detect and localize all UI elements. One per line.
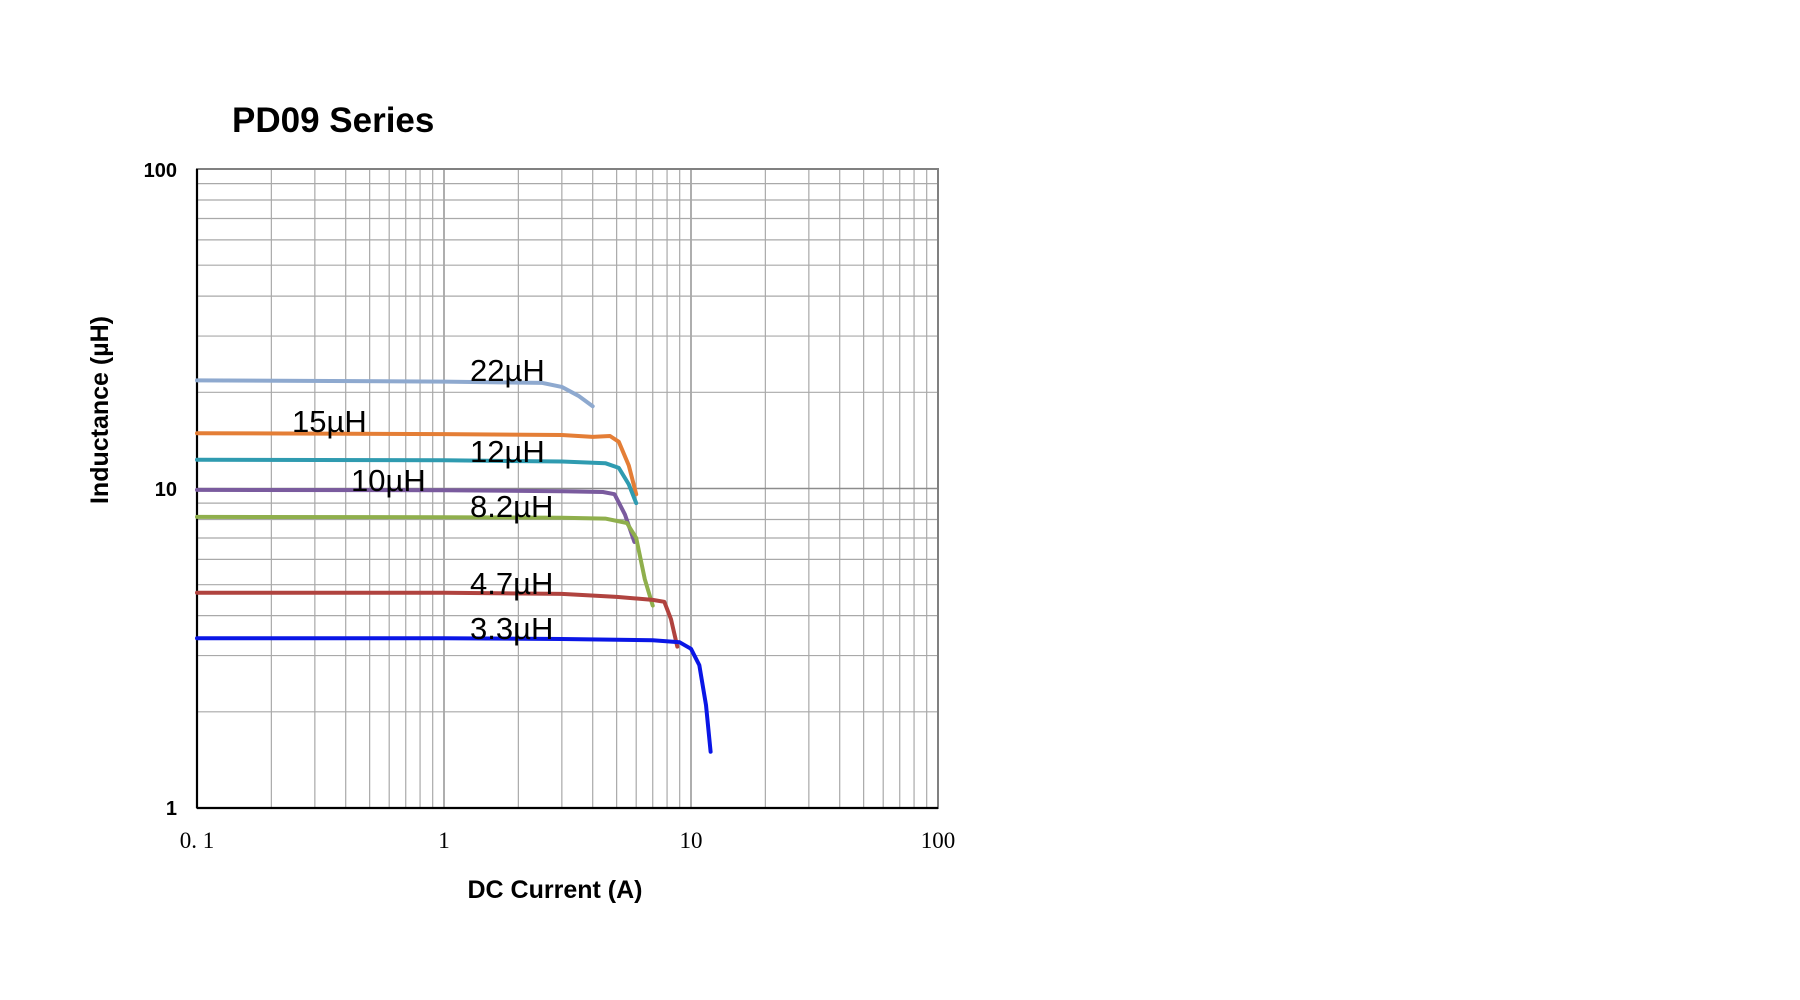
series-label: 15µH: [292, 404, 367, 439]
series-label: 10µH: [351, 463, 426, 498]
y-tick-labels: 1 10 100: [144, 160, 177, 820]
y-tick-label: 1: [166, 798, 177, 820]
series-line-2: [195, 457, 639, 506]
x-tick-label: 0. 1: [180, 828, 215, 853]
series-label: 8.2µH: [470, 489, 553, 524]
series-line-3: [195, 487, 637, 544]
x-tick-label: 100: [921, 828, 956, 853]
series-line-1: [195, 431, 639, 497]
series-line-0: [195, 378, 595, 409]
y-axis-label: Inductance (µH): [86, 316, 114, 504]
series-lines: [195, 378, 713, 754]
series-labels: 22µH 15µH 12µH 10µH 8.2µH 4.7µH 3.3µH: [292, 353, 553, 646]
x-tick-label: 1: [438, 828, 450, 853]
series-label: 22µH: [470, 353, 545, 388]
x-tick-labels: 0. 1 1 10 100: [180, 828, 956, 853]
x-axis-label: DC Current (A): [468, 876, 643, 904]
series-label: 12µH: [470, 434, 545, 469]
y-tick-label: 100: [144, 160, 177, 182]
x-tick-label: 10: [680, 828, 703, 853]
series-line-5: [195, 590, 680, 649]
chart-title: PD09 Series: [232, 101, 434, 140]
series-line-6: [195, 636, 713, 754]
series-label: 3.3µH: [470, 611, 553, 646]
series-label: 4.7µH: [470, 566, 553, 601]
y-tick-label: 10: [155, 479, 177, 501]
series-line-4: [195, 514, 655, 608]
grid: [197, 169, 938, 808]
